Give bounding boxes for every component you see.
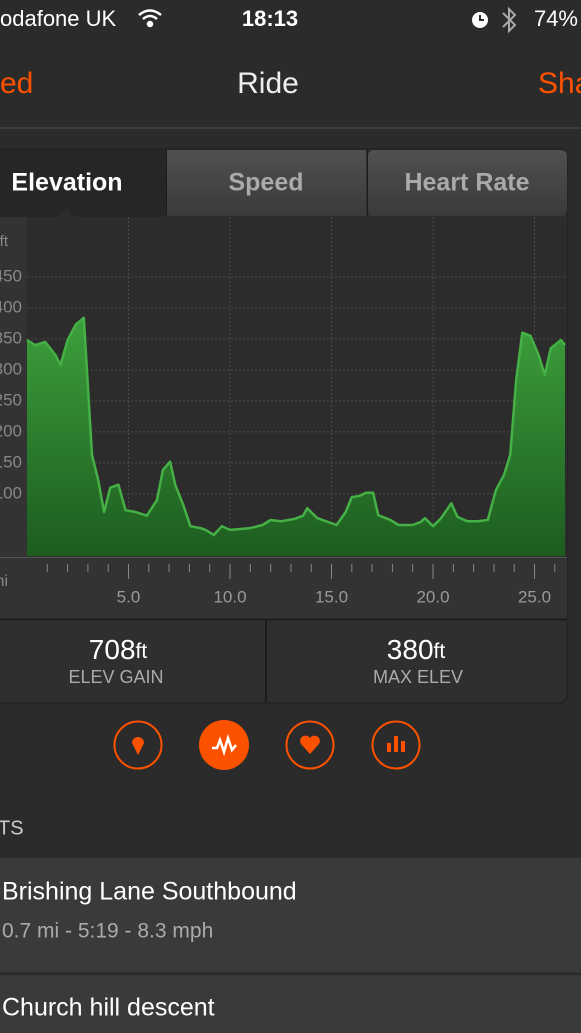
- battery: 74%: [534, 6, 578, 31]
- y-tick-label: 250: [0, 390, 22, 409]
- back-button[interactable]: ed: [0, 67, 33, 100]
- y-tick-label: 100: [0, 483, 22, 502]
- x-tick-label: 25.0: [518, 587, 551, 606]
- wifi-icon: [138, 9, 162, 28]
- y-tick-label: 400: [0, 297, 22, 316]
- elevation-line: [26, 316, 566, 537]
- share-button[interactable]: Sha: [538, 67, 581, 100]
- y-tick-label: 450: [0, 266, 22, 285]
- map-button[interactable]: [113, 720, 163, 770]
- stat-label: ELEV GAIN: [68, 667, 163, 687]
- analysis-button[interactable]: [371, 720, 421, 770]
- heart-rate-button[interactable]: [285, 720, 335, 770]
- segment-row[interactable]: [0, 975, 581, 1033]
- stat-value: 380ft: [387, 634, 446, 665]
- stat-number: 380: [387, 634, 434, 665]
- section-title: TS: [0, 817, 24, 839]
- elevation-button[interactable]: [199, 720, 249, 770]
- stat-label: MAX ELEV: [373, 667, 463, 687]
- segment-details: 0.7 mi - 5:19 - 8.3 mph: [2, 920, 213, 943]
- stat-unit: ft: [136, 640, 148, 663]
- segment-name: Church hill descent: [2, 994, 215, 1022]
- tab-notch: [58, 207, 76, 217]
- y-tick-label: 300: [0, 359, 22, 378]
- stat-unit: ft: [434, 640, 446, 663]
- alarm-icon: [472, 12, 488, 28]
- tab-label: Speed: [228, 169, 303, 197]
- y-tick-label: 350: [0, 328, 22, 347]
- tab-selected[interactable]: [0, 150, 166, 217]
- time: 18:13: [242, 6, 298, 31]
- tab-label: Elevation: [11, 169, 122, 197]
- stat-number: 708: [89, 634, 136, 665]
- x-axis-panel: [0, 557, 567, 619]
- y-tick-label: 150: [0, 452, 22, 471]
- x-axis-label: mi: [0, 573, 8, 590]
- segment-name: Brishing Lane Southbound: [2, 878, 297, 906]
- x-tick-label: 5.0: [117, 587, 141, 606]
- x-tick-label: 20.0: [416, 587, 449, 606]
- carrier: odafone UK: [0, 6, 117, 31]
- y-axis-label: ft: [0, 233, 9, 250]
- tab[interactable]: [167, 150, 366, 216]
- x-tick-label: 10.0: [213, 587, 246, 606]
- stat-value: 708ft: [89, 634, 148, 665]
- tab[interactable]: [368, 150, 567, 216]
- segment-row[interactable]: [0, 858, 581, 973]
- y-axis-panel: [0, 217, 27, 557]
- bluetooth-icon: [502, 6, 517, 34]
- x-tick-label: 15.0: [315, 587, 348, 606]
- elevation-chart: 100 150 200 250 300 350 400 450 5.0 10.0 15.0 20.0 2…: [0, 217, 567, 606]
- elevation-area: [27, 317, 565, 556]
- tab-label: Heart Rate: [404, 169, 529, 197]
- nav-title: Ride: [237, 67, 299, 100]
- y-tick-label: 200: [0, 421, 22, 440]
